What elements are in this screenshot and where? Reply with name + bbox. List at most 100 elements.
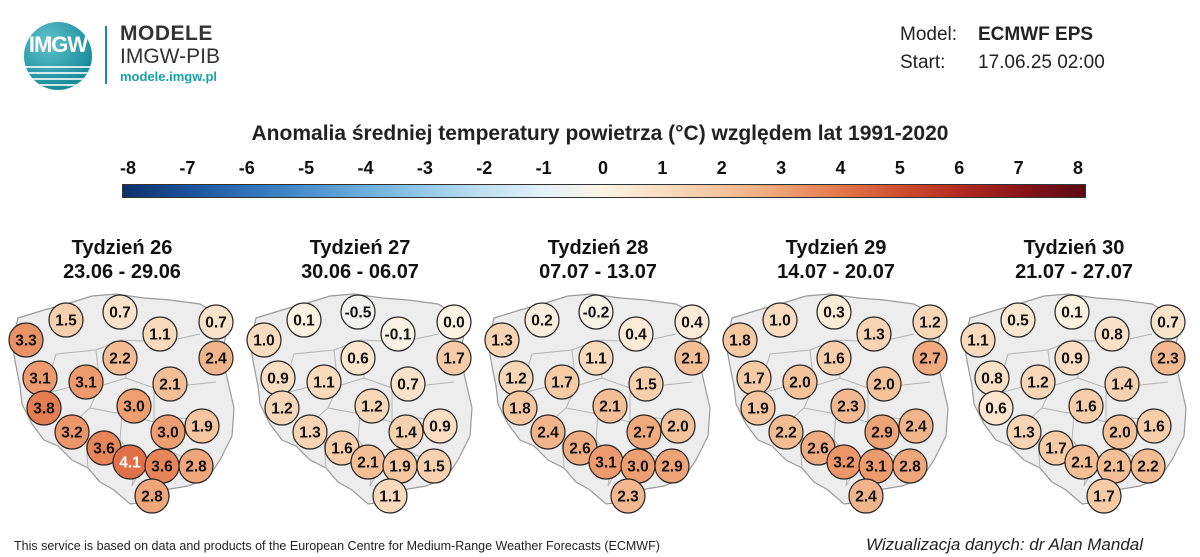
region-anomaly: 1.3: [856, 316, 892, 352]
anomaly-value: 1.9: [747, 401, 769, 418]
anomaly-value: 0.3: [823, 305, 845, 322]
region-anomaly: 2.2: [102, 340, 138, 376]
region-anomaly: 0.7: [390, 366, 426, 402]
region-anomaly: 1.4: [1104, 366, 1140, 402]
region-anomaly: 1.4: [388, 414, 424, 450]
region-anomaly: -0.1: [380, 316, 416, 352]
anomaly-circle: [502, 390, 538, 426]
anomaly-value: 1.3: [1013, 425, 1035, 442]
region-anomaly: 3.6: [144, 448, 180, 484]
anomaly-value: 1.9: [389, 459, 411, 476]
anomaly-circle: [866, 366, 902, 402]
region-anomaly: 2.9: [654, 448, 690, 484]
region-anomaly: 1.6: [1136, 408, 1172, 444]
anomaly-circle: [1006, 414, 1042, 450]
anomaly-circle: [626, 414, 662, 450]
anomaly-value: 3.3: [15, 333, 37, 350]
region-anomaly: 1.1: [306, 364, 342, 400]
anomaly-circle: [912, 340, 948, 376]
region-anomaly: 3.1: [22, 360, 58, 396]
anomaly-value: 2.2: [109, 351, 131, 368]
anomaly-value: 1.1: [585, 351, 607, 368]
anomaly-circle: [1054, 340, 1090, 376]
anomaly-circle: [1136, 408, 1172, 444]
region-anomaly: 1.6: [1068, 388, 1104, 424]
region-anomaly: 1.5: [628, 366, 664, 402]
region-anomaly: 1.7: [1086, 478, 1122, 514]
region-anomaly: 0.1: [286, 302, 322, 338]
anomaly-value: 1.5: [635, 377, 657, 394]
region-anomaly: -0.2: [578, 294, 614, 330]
week-label: Tydzień 29: [785, 237, 887, 259]
region-anomaly: 2.8: [134, 478, 170, 514]
anomaly-circle: [102, 294, 138, 330]
anomaly-circle: [618, 316, 654, 352]
region-anomaly: 1.8: [502, 390, 538, 426]
anomaly-value: 1.6: [1143, 419, 1165, 436]
region-anomaly: 2.0: [782, 364, 818, 400]
anomaly-value: 3.0: [123, 399, 145, 416]
region-anomaly: 0.7: [198, 304, 234, 340]
region-anomaly: 2.1: [1096, 448, 1132, 484]
region-anomaly: 1.7: [436, 340, 472, 376]
anomaly-circle: [54, 414, 90, 450]
scale-tick: 8: [1072, 158, 1083, 178]
anomaly-circle: [422, 408, 458, 444]
week-label: Tydzień 28: [547, 237, 649, 259]
anomaly-circle: [578, 294, 614, 330]
region-anomaly: 2.3: [830, 388, 866, 424]
region-anomaly: 2.0: [660, 408, 696, 444]
anomaly-value: 3.2: [833, 455, 855, 472]
anomaly-value: 1.7: [551, 375, 573, 392]
anomaly-value: 2.3: [1157, 351, 1179, 368]
scale-tick: 5: [894, 158, 905, 178]
anomaly-value: 3.2: [61, 425, 83, 442]
anomaly-value: 3.1: [29, 371, 51, 388]
region-anomaly: 1.0: [246, 322, 282, 358]
anomaly-circle: [116, 388, 152, 424]
anomaly-circle: [544, 364, 580, 400]
anomaly-value: 0.9: [429, 419, 451, 436]
anomaly-circle: [1150, 304, 1186, 340]
region-anomaly: 3.3: [8, 322, 44, 358]
scale-tick: 6: [954, 158, 965, 178]
anomaly-value: 0.7: [205, 315, 227, 332]
anomaly-value: 1.1: [313, 375, 335, 392]
anomaly-circle: [436, 304, 472, 340]
anomaly-value: 0.9: [1061, 351, 1083, 368]
region-anomaly: 2.7: [626, 414, 662, 450]
anomaly-value: 1.2: [1027, 375, 1049, 392]
region-anomaly: 3.1: [858, 448, 894, 484]
anomaly-circle: [722, 322, 758, 358]
region-anomaly: 1.3: [292, 414, 328, 450]
anomaly-circle: [674, 304, 710, 340]
region-anomaly: 1.2: [264, 390, 300, 426]
region-anomaly: 2.4: [848, 478, 884, 514]
scale-tick: -2: [476, 158, 493, 178]
anomaly-circle: [978, 390, 1014, 426]
poland-map: 1.8 1.0 0.3 1.3 1.2 1.6 2.7 1.7 2.0 2.0 1.9 2.3 2.4 2…: [722, 293, 949, 514]
anomaly-circle: [372, 478, 408, 514]
anomaly-value: -0.5: [345, 305, 372, 322]
anomaly-value: 2.8: [141, 489, 163, 506]
anomaly-value: 2.4: [855, 489, 877, 506]
anomaly-circle: [762, 302, 798, 338]
brand-url: modele.imgw.pl: [120, 69, 218, 84]
anomaly-value: 1.5: [55, 313, 77, 330]
region-anomaly: 2.1: [350, 444, 386, 480]
region-anomaly: 2.8: [892, 448, 928, 484]
region-anomaly: 2.4: [898, 408, 934, 444]
anomaly-value: 3.8: [33, 401, 55, 418]
anomaly-value: 2.0: [667, 419, 689, 436]
anomaly-circle: [246, 322, 282, 358]
anomaly-value: 0.4: [625, 327, 647, 344]
region-anomaly: 1.0: [762, 302, 798, 338]
anomaly-circle: [912, 304, 948, 340]
anomaly-value: 1.7: [1045, 441, 1067, 458]
model-label: Model:: [900, 24, 958, 45]
region-anomaly: 3.1: [588, 444, 624, 480]
region-anomaly: 2.4: [198, 340, 234, 376]
region-anomaly: 0.9: [1054, 340, 1090, 376]
scale-tick: -5: [298, 158, 315, 178]
region-anomaly: 3.0: [116, 388, 152, 424]
